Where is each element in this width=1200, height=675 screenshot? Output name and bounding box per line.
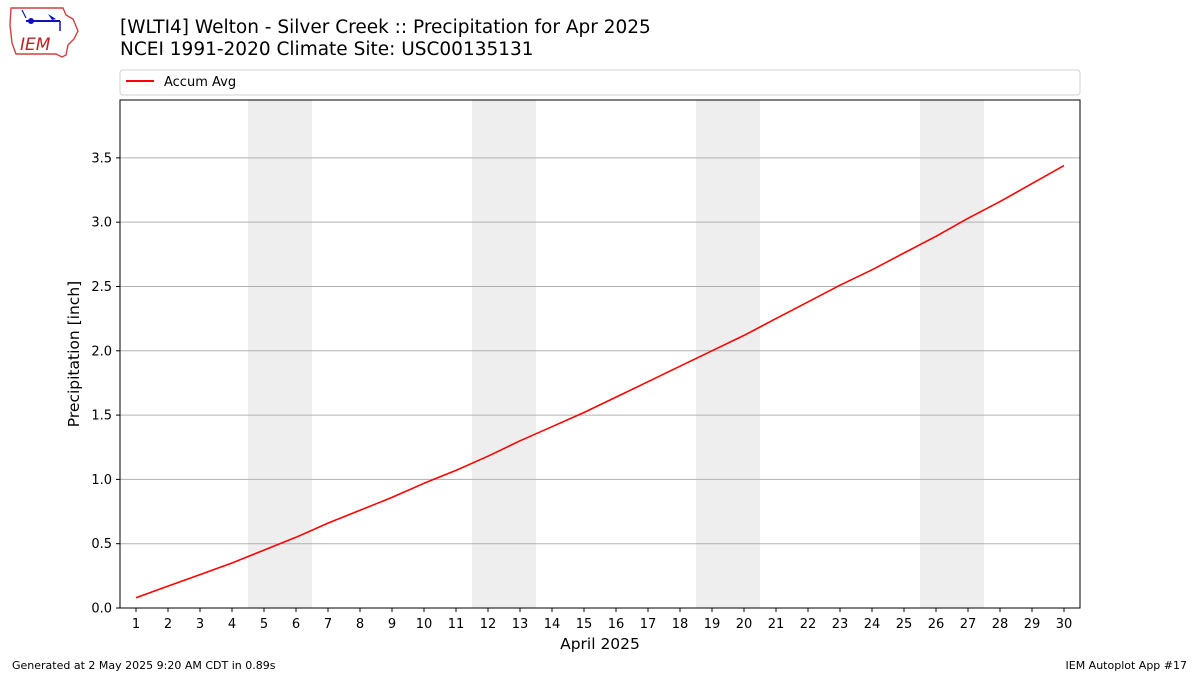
y-tick-label-6: 3.0: [91, 216, 112, 231]
x-tick-label-19: 19: [704, 617, 721, 632]
weekend-shading: [248, 100, 984, 608]
x-tick-label-2: 2: [164, 617, 172, 632]
x-axis: 1 2 3 4 5 6 7 8 9 10 11 12 13 14 15 16 17 18 19 20 21 22 23 24 2…: [132, 608, 1072, 632]
app-credit: IEM Autoplot App #17: [1065, 659, 1188, 672]
x-tick-label-4: 4: [228, 617, 236, 632]
x-tick-label-5: 5: [260, 617, 268, 632]
x-tick-label-13: 13: [512, 617, 529, 632]
logo-dot-shape: [28, 18, 34, 24]
y-tick-label-5: 2.5: [91, 280, 112, 295]
x-tick-label-14: 14: [544, 617, 561, 632]
x-tick-label-25: 25: [896, 617, 913, 632]
x-tick-label-18: 18: [672, 617, 689, 632]
y-tick-label-3: 1.5: [91, 409, 112, 424]
x-tick-label-12: 12: [480, 617, 497, 632]
y-tick-label-2: 1.0: [91, 473, 112, 488]
y-tick-label-4: 2.0: [91, 344, 112, 359]
legend-box: [119, 69, 1081, 96]
weekend-shade-2: [472, 100, 536, 608]
logo-vane-shape: [48, 14, 56, 20]
x-tick-label-27: 27: [960, 617, 977, 632]
x-tick-label-15: 15: [576, 617, 593, 632]
weekend-shade-1: [248, 100, 312, 608]
x-tick-label-16: 16: [608, 617, 625, 632]
x-tick-label-30: 30: [1056, 617, 1073, 632]
y-axis: 0.0 0.5 1.0 1.5 2.0 2.5 3.0 3.5: [91, 151, 120, 617]
x-tick-label-26: 26: [928, 617, 945, 632]
x-tick-label-24: 24: [864, 617, 881, 632]
series-line-accum-avg: [135, 164, 1065, 599]
generated-note: Generated at 2 May 2025 9:20 AM CDT in 0…: [12, 659, 276, 672]
legend-label-accum-avg: Accum Avg: [164, 75, 236, 90]
y-tick-label-7: 3.5: [91, 151, 112, 166]
x-tick-label-1: 1: [132, 617, 140, 632]
x-tick-label-23: 23: [832, 617, 849, 632]
y-axis-label: Precipitation [inch]: [65, 281, 83, 427]
chart-title: [WLTI4] Welton - Silver Creek :: Precipi…: [120, 17, 651, 38]
chart-subtitle: NCEI 1991-2020 Climate Site: USC00135131: [120, 39, 534, 60]
x-axis-label: April 2025: [560, 635, 640, 653]
y-tick-label-1: 0.5: [91, 537, 112, 552]
x-tick-label-7: 7: [324, 617, 332, 632]
y-tick-label-0: 0.0: [91, 602, 112, 617]
x-tick-label-10: 10: [416, 617, 433, 632]
logo-text: IEM: [20, 35, 51, 55]
x-tick-label-9: 9: [388, 617, 396, 632]
x-tick-label-29: 29: [1024, 617, 1041, 632]
x-tick-label-3: 3: [196, 617, 204, 632]
x-tick-label-22: 22: [800, 617, 817, 632]
series-layer: [135, 164, 1065, 599]
logo-tick-shape: [21, 9, 27, 19]
plot-frame: [119, 99, 1081, 609]
x-tick-label-17: 17: [640, 617, 657, 632]
x-tick-label-11: 11: [448, 617, 465, 632]
iowa-outline-shape: [9, 7, 79, 58]
x-tick-label-20: 20: [736, 617, 753, 632]
x-tick-label-8: 8: [356, 617, 364, 632]
x-tick-label-6: 6: [292, 617, 300, 632]
iem-logo: IEM: [9, 7, 79, 58]
x-tick-label-28: 28: [992, 617, 1009, 632]
weekend-shade-4: [920, 100, 984, 608]
legend: Accum Avg: [119, 69, 1081, 96]
x-tick-label-21: 21: [768, 617, 785, 632]
